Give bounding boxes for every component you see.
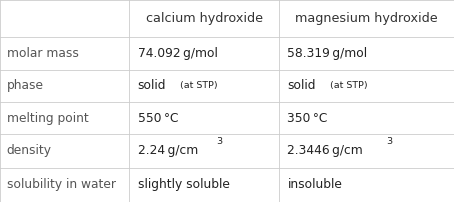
Text: 550 °C: 550 °C (138, 112, 178, 125)
Text: 3: 3 (386, 137, 393, 146)
Text: phase: phase (7, 79, 44, 92)
Text: solid: solid (138, 79, 166, 92)
Text: (at STP): (at STP) (330, 81, 367, 90)
Text: 74.092 g/mol: 74.092 g/mol (138, 47, 217, 60)
Text: 58.319 g/mol: 58.319 g/mol (287, 47, 367, 60)
Text: 3: 3 (217, 137, 223, 146)
Text: slightly soluble: slightly soluble (138, 178, 229, 191)
Text: melting point: melting point (7, 112, 89, 125)
Text: insoluble: insoluble (287, 178, 342, 191)
Text: 2.24 g/cm: 2.24 g/cm (138, 144, 198, 158)
Text: 2.3446 g/cm: 2.3446 g/cm (287, 144, 363, 158)
Text: 350 °C: 350 °C (287, 112, 328, 125)
Text: magnesium hydroxide: magnesium hydroxide (295, 12, 438, 25)
Text: solubility in water: solubility in water (7, 178, 116, 191)
Text: density: density (7, 144, 52, 158)
Text: (at STP): (at STP) (180, 81, 217, 90)
Text: molar mass: molar mass (7, 47, 79, 60)
Text: calcium hydroxide: calcium hydroxide (146, 12, 263, 25)
Text: solid: solid (287, 79, 316, 92)
